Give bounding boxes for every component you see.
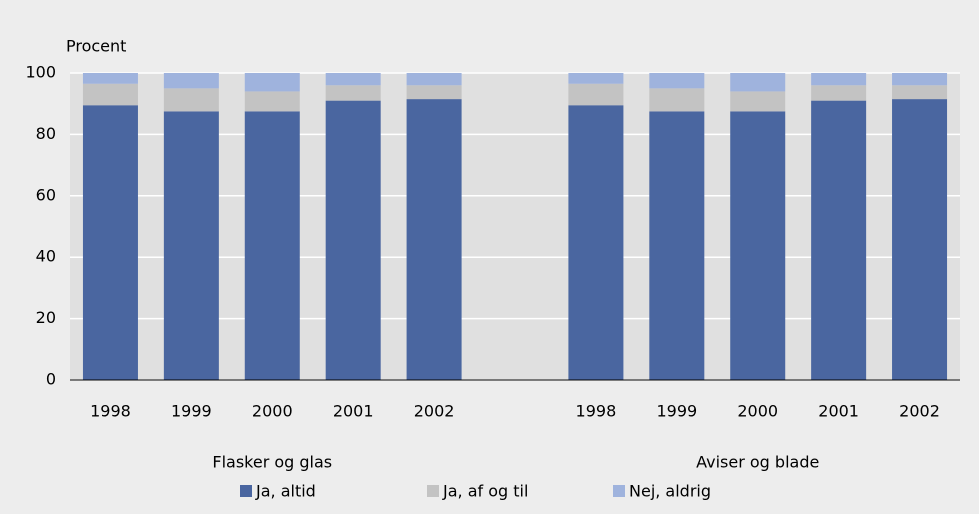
x-tick-label: 1999	[171, 402, 212, 421]
bar-segment	[82, 73, 138, 84]
bar-segment	[406, 73, 462, 86]
bar-segment	[892, 73, 948, 86]
x-tick-label: 1999	[656, 402, 697, 421]
bar-segment	[568, 73, 624, 84]
bar-segment	[649, 73, 705, 89]
y-tick-label: 100	[25, 63, 56, 82]
x-tick-label: 2001	[818, 402, 859, 421]
y-tick-label: 40	[36, 247, 56, 266]
legend-swatch	[427, 485, 439, 497]
bar-segment	[163, 73, 219, 89]
bar-segment	[568, 83, 624, 106]
bar-segment	[811, 73, 867, 86]
bar-segment	[244, 111, 300, 380]
bar-segment	[82, 105, 138, 381]
bar-segment	[649, 111, 705, 380]
bar-segment	[730, 111, 786, 380]
y-tick-label: 0	[46, 370, 56, 389]
y-tick-label: 60	[36, 185, 56, 204]
x-tick-label: 2000	[252, 402, 293, 421]
bar-segment	[244, 73, 300, 92]
x-tick-label: 2002	[899, 402, 940, 421]
bar-segment	[811, 85, 867, 101]
bar-segment	[244, 91, 300, 112]
bar-segment	[325, 73, 381, 86]
bar-segment	[406, 99, 462, 380]
y-axis-label: Procent	[66, 37, 126, 56]
x-tick-label: 2000	[737, 402, 778, 421]
legend-swatch	[613, 485, 625, 497]
group-label: Aviser og blade	[696, 453, 819, 472]
y-tick-label: 20	[36, 308, 56, 327]
x-tick-label: 1998	[576, 402, 617, 421]
y-tick-label: 80	[36, 124, 56, 143]
x-tick-label: 2002	[414, 402, 455, 421]
bar-segment	[163, 88, 219, 112]
legend-label: Ja, altid	[255, 482, 316, 501]
bar-segment	[811, 100, 867, 380]
bar-segment	[892, 99, 948, 380]
bar-segment	[730, 91, 786, 112]
legend-label: Nej, aldrig	[629, 482, 711, 501]
bar-segment	[163, 111, 219, 380]
bar-segment	[892, 85, 948, 100]
bar-segment	[82, 83, 138, 106]
bar-segment	[649, 88, 705, 112]
legend-label: Ja, af og til	[442, 482, 528, 501]
x-tick-label: 1998	[90, 402, 131, 421]
bar-segment	[406, 85, 462, 100]
bar-segment	[730, 73, 786, 92]
x-tick-label: 2001	[333, 402, 374, 421]
legend-swatch	[240, 485, 252, 497]
group-label: Flasker og glas	[212, 453, 332, 472]
bar-segment	[325, 85, 381, 101]
bar-segment	[325, 100, 381, 380]
bar-segment	[568, 105, 624, 381]
